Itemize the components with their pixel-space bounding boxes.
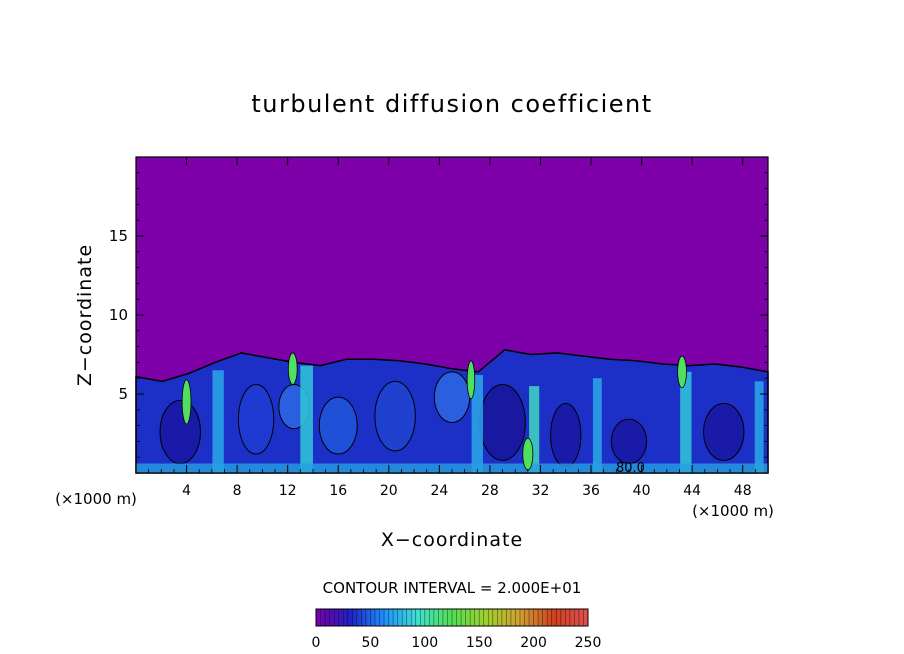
x-tick-label: 40 (633, 483, 651, 499)
colorbar-tick-label: 100 (411, 635, 438, 651)
surface-layer (136, 463, 768, 473)
x-axis-title: X−coordinate (381, 529, 523, 551)
eddy-cell (703, 402, 745, 461)
eddy-cell (479, 384, 526, 461)
eddy-cell (433, 371, 471, 423)
high-value-patch (287, 352, 298, 385)
colorbar-tick-labels: 0 50 100 150 200 250 (312, 635, 602, 651)
eddy-cell (550, 402, 582, 468)
eddy-cell (610, 418, 648, 465)
eddy-cell (159, 399, 201, 465)
colorbar-tick-label: 50 (361, 635, 379, 651)
colorbar-stripes (320, 609, 584, 626)
x-unit-right: (×1000 m) (692, 502, 774, 520)
x-tick-label: 48 (734, 483, 752, 499)
x-unit-left: (×1000 m) (55, 490, 137, 508)
contour-interval-text: CONTOUR INTERVAL = 2.000E+01 (323, 579, 582, 597)
colorbar-tick-label: 150 (466, 635, 493, 651)
colorbar: 0 50 100 150 200 250 (312, 608, 602, 651)
turbulence-streak (212, 370, 224, 473)
high-value-patch (522, 437, 534, 471)
x-tick-label: 24 (430, 483, 448, 499)
colorbar-tick-label: 0 (312, 635, 321, 651)
x-axis-ticks: 4 8 12 16 20 24 28 32 36 40 44 48 (148, 157, 756, 499)
turbulence-field (135, 349, 769, 474)
eddy-cell (374, 380, 416, 452)
turbulence-streak (754, 381, 764, 473)
turbulence-streak (529, 386, 540, 473)
x-tick-label: 16 (329, 483, 347, 499)
high-value-patch (181, 379, 192, 425)
turbulence-streak (680, 371, 692, 473)
y-tick-label: 15 (109, 227, 128, 245)
y-tick-label: 5 (118, 385, 128, 403)
x-tick-label: 32 (532, 483, 550, 499)
x-tick-label: 44 (683, 483, 701, 499)
y-axis-ticks: 5 10 15 (109, 172, 768, 458)
eddy-cell (318, 396, 358, 455)
x-tick-label: 36 (582, 483, 600, 499)
contour-value-label: 80.0 (616, 461, 645, 476)
high-value-patch (466, 360, 476, 400)
colorbar-frame (315, 608, 589, 627)
turbulence-streak (300, 365, 313, 473)
colorbar-tick-label: 200 (520, 635, 547, 651)
chart-title: turbulent diffusion coefficient (251, 90, 652, 118)
high-value-patch (677, 355, 687, 389)
x-tick-label: 28 (481, 483, 499, 499)
x-tick-label: 4 (182, 483, 191, 499)
x-tick-label: 8 (233, 483, 242, 499)
eddy-cell (237, 384, 275, 455)
turbulence-streak (471, 375, 483, 473)
y-tick-label: 10 (109, 306, 128, 324)
turbulence-streak (592, 378, 602, 473)
y-axis-title: Z−coordinate (74, 244, 96, 386)
x-tick-label: 12 (279, 483, 297, 499)
x-tick-label: 20 (380, 483, 398, 499)
colorbar-tick-label: 250 (575, 635, 602, 651)
